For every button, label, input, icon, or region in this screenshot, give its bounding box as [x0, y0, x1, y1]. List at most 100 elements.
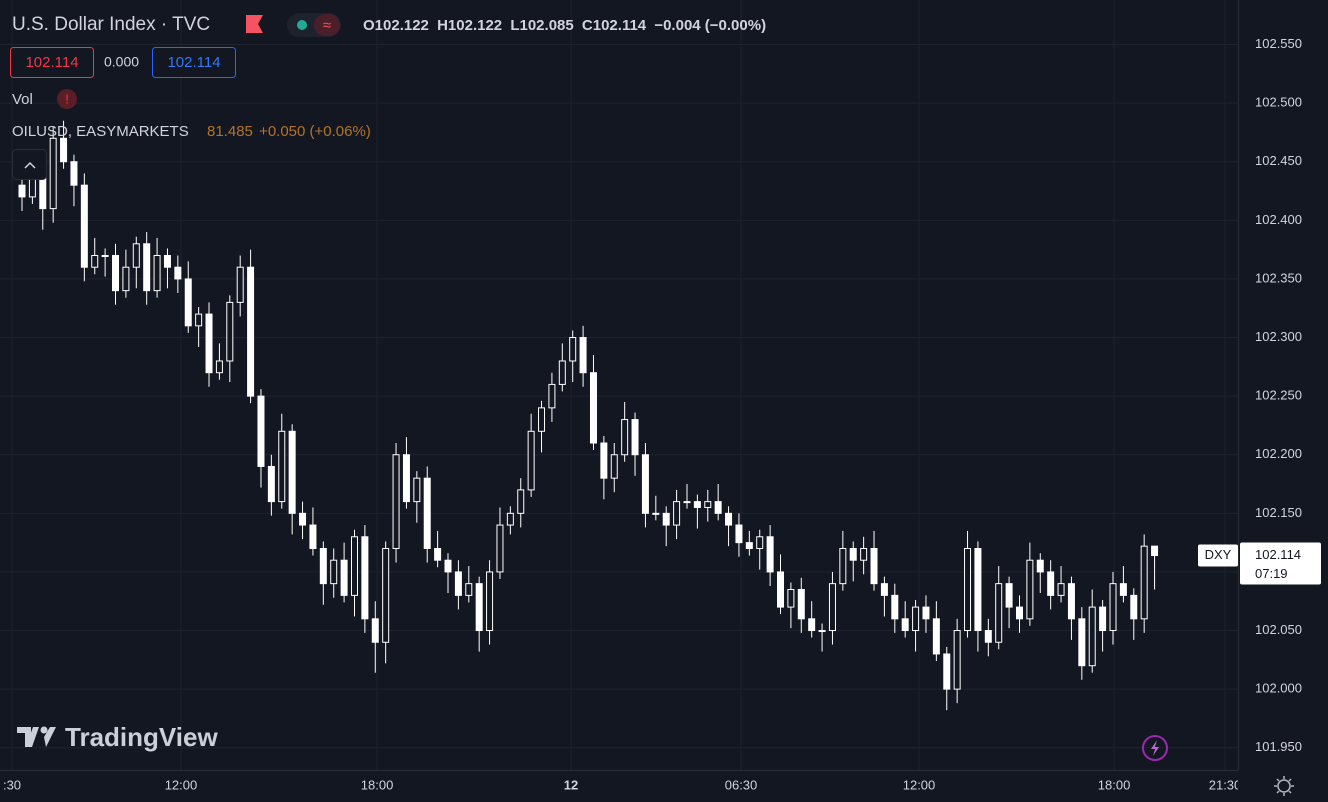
candle-body [932, 618, 940, 655]
candle-body [777, 571, 785, 608]
candle-body [1005, 583, 1013, 608]
candle-body [974, 547, 982, 632]
y-tick-label: 102.200 [1255, 446, 1302, 461]
candle-body [278, 430, 286, 503]
candle-body [1109, 583, 1117, 632]
candle-body [215, 360, 223, 374]
candle-body [600, 442, 608, 479]
candle-body [18, 184, 26, 198]
volume-label: Vol [12, 91, 33, 108]
candle-body [828, 583, 836, 632]
price-axis [1238, 0, 1328, 802]
alert-icon [1151, 740, 1159, 756]
candle-body [475, 583, 483, 632]
status-icon: ≈ [323, 17, 331, 34]
candle-body [756, 536, 764, 549]
ohlc-value: 102.114 [593, 17, 647, 34]
candle-body [880, 583, 888, 596]
countdown: 07:19 [1255, 566, 1288, 581]
candle-body [413, 477, 421, 503]
candle-body [330, 559, 338, 585]
candle-body [818, 630, 826, 633]
sell-box[interactable] [10, 47, 94, 78]
ohlc-legend: O102.122 H102.122 L102.085 C102.114 −0.0… [363, 17, 766, 34]
logo-dot [40, 726, 48, 734]
candle-body [49, 137, 57, 210]
candle-body [1026, 559, 1034, 620]
buy-price: 102.114 [167, 54, 220, 71]
candle-body [267, 465, 275, 503]
candle-body [434, 547, 442, 561]
candle-body [1099, 606, 1107, 632]
candle-body [163, 254, 171, 268]
candle-body [725, 512, 733, 526]
candle-body [184, 278, 192, 327]
ohlc-label: H [437, 17, 448, 34]
settings-button[interactable] [1277, 779, 1291, 793]
overlay-price: 81.485 [207, 123, 253, 140]
watermark-text: TradingView [65, 722, 218, 752]
candle-body [538, 407, 546, 432]
candle-body [1036, 559, 1044, 573]
candle-body [631, 419, 639, 456]
candle-body [870, 547, 878, 585]
candle-body [70, 161, 78, 186]
y-tick-label: 102.350 [1255, 270, 1302, 285]
x-tick-label: 06:30 [725, 777, 758, 792]
candle-body [226, 301, 234, 362]
candle-body [392, 454, 400, 549]
candle-body [299, 512, 307, 526]
y-tick-label: 102.000 [1255, 681, 1302, 696]
logo-icon [17, 727, 39, 747]
candle-body [1078, 618, 1086, 667]
candle-body [382, 547, 390, 643]
candle-body [849, 547, 857, 561]
candle-body [714, 501, 722, 514]
candle-body [683, 501, 691, 504]
candle-body [319, 547, 327, 585]
x-tick-label: 12:00 [903, 777, 936, 792]
candle-body [112, 254, 120, 292]
symbol-tag: DXY [1205, 547, 1232, 562]
y-tick-label: 102.050 [1255, 622, 1302, 637]
candle-body [610, 454, 618, 479]
buy-box[interactable] [152, 47, 236, 78]
candle-body [454, 571, 462, 596]
ohlc-value: 102.085 [520, 17, 574, 34]
candle-body [943, 653, 951, 690]
candle-body [60, 137, 68, 163]
candle-body [257, 395, 265, 467]
x-tick-label: :30 [3, 777, 21, 792]
candle-body [1015, 606, 1023, 620]
candle-body [860, 547, 868, 561]
candle-body [506, 512, 514, 526]
overlay-change: +0.050 (+0.06%) [259, 123, 371, 140]
candle-body [153, 254, 161, 292]
candle-body [288, 430, 296, 514]
y-tick-label: 102.400 [1255, 212, 1302, 227]
candle-body [766, 536, 774, 573]
candle-body [673, 501, 681, 526]
candle-body [1119, 583, 1127, 596]
symbol-tag-box [1198, 544, 1238, 567]
candle-body [1057, 583, 1065, 596]
candle-body [80, 184, 88, 268]
alert-button[interactable] [1142, 735, 1168, 761]
candle-body [901, 618, 909, 632]
candle-body [350, 536, 358, 596]
candle-body [361, 536, 369, 620]
candle-body [517, 489, 525, 514]
last-price: 102.114 [1255, 547, 1301, 562]
overlay-symbol: OILUSD, EASYMARKETS [12, 123, 189, 140]
candle-body [101, 254, 109, 257]
candle-body [579, 337, 587, 374]
candle-body [1067, 583, 1075, 620]
ohlc-value: 102.122 [448, 17, 502, 34]
ohlc-change: −0.004 (−0.00%) [654, 17, 766, 34]
candle-body [704, 501, 712, 508]
candle-body [569, 337, 577, 362]
settings-icon [1274, 776, 1294, 796]
volume-warning[interactable] [57, 89, 77, 109]
